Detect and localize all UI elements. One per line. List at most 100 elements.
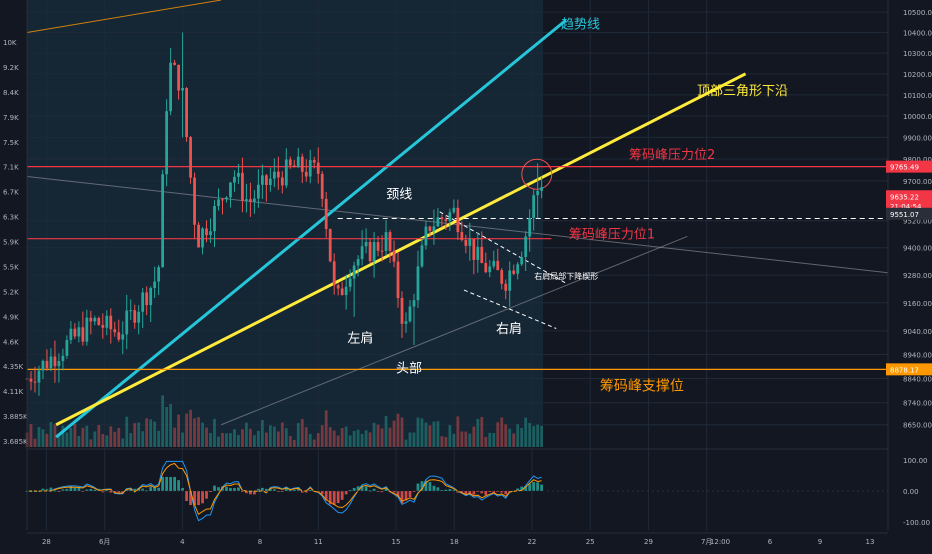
candle-body: [332, 261, 336, 286]
time-tick-label: 25: [586, 538, 595, 546]
osc-histogram-bar: [237, 487, 240, 491]
osc-histogram-bar: [444, 489, 448, 491]
volume-bar: [257, 430, 260, 447]
volume-bar: [97, 425, 101, 447]
candle-body: [400, 298, 404, 324]
volume-bar: [280, 422, 284, 447]
price-label-box: [886, 363, 932, 376]
candle-body: [432, 226, 436, 231]
price-label-text: 21:04:54: [890, 203, 922, 211]
volume-bar: [400, 417, 404, 447]
osc-histogram-bar: [300, 491, 304, 493]
left-tick-label: 5.9K: [3, 239, 19, 247]
osc-histogram-bar: [109, 491, 113, 493]
price-tick-label: 8940.00: [903, 352, 932, 360]
osc-histogram-bar: [520, 486, 524, 491]
candle-body: [476, 246, 480, 260]
osc-histogram-bar: [340, 491, 344, 500]
price-label-box: [886, 190, 932, 203]
candle-body: [492, 260, 496, 267]
time-tick-label: 6: [768, 538, 773, 546]
volume-bar: [404, 439, 408, 447]
volume-bar: [412, 432, 416, 447]
candle-body: [149, 287, 153, 306]
chart-annotation: 右肩: [496, 321, 522, 337]
osc-histogram-bar: [516, 488, 520, 491]
volume-bar: [81, 427, 85, 447]
volume-bar: [157, 430, 161, 447]
price-tick-label: 10200.00: [903, 71, 932, 79]
osc-histogram-bar: [41, 488, 45, 491]
candle-body: [189, 137, 192, 178]
candle-body: [249, 199, 252, 202]
osc-histogram-bar: [424, 480, 428, 491]
candle-body: [480, 246, 484, 264]
osc-histogram-bar: [440, 490, 444, 492]
candle-body: [276, 171, 280, 178]
candle-body: [241, 172, 244, 201]
volume-bar: [245, 422, 248, 447]
candle-body: [300, 156, 304, 172]
time-tick-label: 11: [314, 538, 323, 546]
chart-annotation: 筹码峰压力位1: [569, 227, 655, 243]
candle-body: [296, 156, 300, 168]
candle-body: [141, 292, 145, 312]
volume-bar: [476, 418, 480, 447]
candle-body: [452, 207, 456, 213]
volume-bar: [89, 439, 93, 447]
candle-body: [145, 292, 149, 306]
price-label-box: [886, 207, 932, 220]
left-tick-label: 4.11K: [3, 388, 24, 396]
left-tick-label: 4.9K: [3, 313, 19, 321]
osc-histogram-bar: [356, 486, 360, 491]
osc-histogram-bar: [348, 490, 352, 492]
drawn-line: [55, 72, 747, 427]
volume-bar: [292, 440, 296, 447]
volume-bar: [249, 428, 252, 447]
volume-bar: [376, 424, 380, 447]
candle-body: [380, 250, 384, 252]
volume-bar: [444, 437, 448, 447]
price-tick-label: 8740.00: [903, 400, 932, 408]
candle-body: [496, 260, 500, 271]
osc-histogram-bar: [133, 488, 137, 491]
time-tick-label: 15: [392, 538, 401, 546]
osc-histogram-bar: [205, 491, 208, 499]
gray-support-line: [221, 235, 688, 426]
volume-bar: [268, 425, 272, 447]
candle-body: [201, 228, 204, 248]
volume-bar: [316, 432, 320, 447]
candle-body: [81, 327, 85, 342]
osc-histogram-bar: [504, 491, 508, 495]
volume-bar: [336, 435, 340, 447]
volume-bar: [53, 424, 57, 447]
candle-body: [268, 178, 272, 186]
volume-bar: [536, 424, 540, 447]
volume-bar: [197, 417, 200, 447]
osc-histogram-bar: [49, 487, 53, 491]
volume-bar: [352, 430, 356, 447]
wedge-line: [439, 211, 567, 284]
candle-body: [508, 270, 512, 291]
volume-bar: [524, 417, 528, 447]
candle-body: [540, 187, 544, 191]
osc-histogram-bar: [233, 488, 236, 491]
volume-bar: [520, 427, 524, 447]
candle-body: [260, 175, 264, 185]
time-tick-label: 9: [818, 538, 822, 546]
osc-histogram-bar: [181, 487, 184, 491]
candle-body: [404, 321, 408, 324]
left-tick-label: 6.3K: [3, 214, 19, 222]
osc-histogram-bar: [177, 480, 180, 491]
volume-bar: [276, 431, 280, 447]
time-tick-label: 6月: [99, 538, 110, 546]
osc-histogram-bar: [53, 490, 57, 492]
osc-histogram-bar: [173, 476, 176, 491]
left-tick-label: 4.6K: [3, 338, 19, 346]
osc-histogram-bar: [380, 491, 384, 493]
volume-bar: [33, 438, 37, 447]
osc-histogram-bar: [392, 491, 396, 493]
candle-body: [532, 195, 536, 218]
candle-body: [257, 184, 260, 199]
left-tick-label: 5.2K: [3, 288, 19, 296]
